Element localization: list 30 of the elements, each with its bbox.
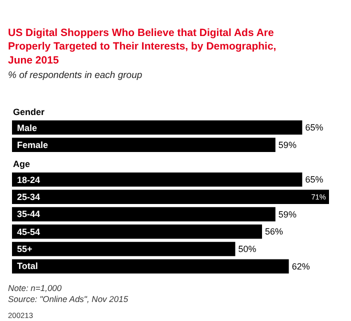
y-tick-label: Female [17, 140, 48, 150]
data-label: 65% [305, 122, 324, 132]
data-label: 59% [278, 209, 296, 220]
y-tick-label: 18-24 [17, 175, 40, 185]
data-label: 56% [265, 226, 284, 237]
y-tick-label: Total [17, 261, 38, 271]
bar [12, 190, 329, 204]
y-tick-label: Gender [13, 107, 46, 117]
text: Note: n=1,000 [8, 283, 62, 293]
chart-subtitle: % of respondents in each group [8, 70, 142, 81]
data-label: 59% [278, 140, 296, 150]
bar [12, 224, 262, 239]
y-tick-label: 45-54 [17, 227, 40, 237]
y-tick-label: 25-34 [17, 192, 40, 202]
data-label: 62% [292, 261, 310, 272]
y-tick-label: Age [13, 159, 30, 169]
bar [12, 120, 302, 135]
y-tick-label: Male [17, 123, 38, 133]
data-label: 71% [311, 192, 326, 202]
y-tick-label: 35-44 [17, 209, 40, 219]
chart-title: US Digital Shoppers Who Believe that Digital Ads Are Properly Targeted to Their Interests, by Demographic, June 2015 [8, 27, 276, 66]
data-label: 65% [305, 174, 324, 185]
bar [12, 172, 302, 187]
bar [12, 138, 276, 152]
bar [12, 242, 236, 256]
data-label: 50% [238, 244, 256, 254]
bar [12, 259, 289, 274]
y-tick-label: 55+ [17, 244, 32, 254]
bar [12, 207, 276, 222]
source-note: Source: "Online Ads", Nov 2015 [8, 294, 128, 304]
